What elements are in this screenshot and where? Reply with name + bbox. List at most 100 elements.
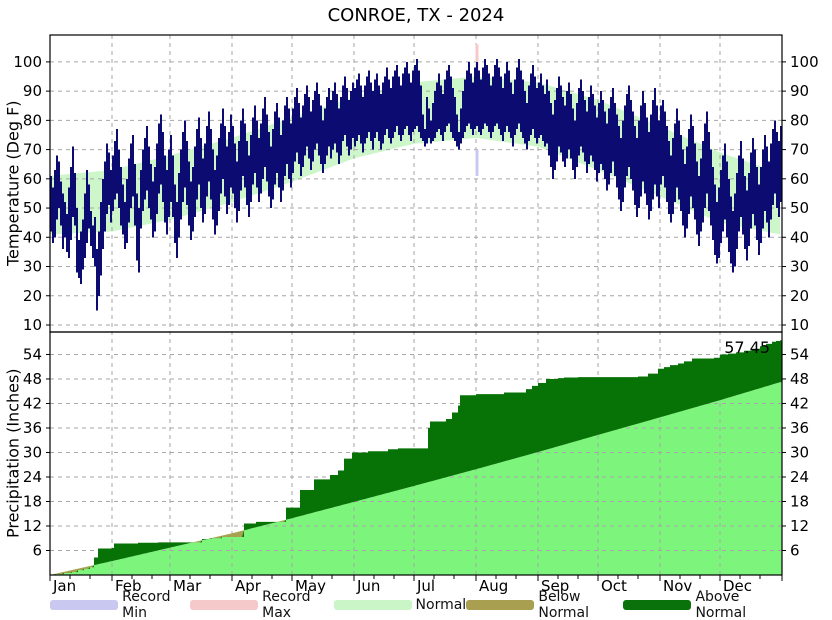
- temp-day-bar: [94, 216, 96, 267]
- month-label: May: [295, 577, 326, 595]
- precip-y-tick-label: 6: [32, 541, 42, 559]
- temp-day-bar: [354, 88, 356, 147]
- temp-day-bar: [650, 114, 652, 211]
- month-label: Sep: [541, 577, 569, 595]
- temp-day-bar: [248, 155, 250, 217]
- temp-day-bar: [262, 108, 264, 179]
- temp-day-bar: [432, 102, 434, 141]
- temp-day-bar: [766, 146, 768, 223]
- temp-y-tick-label: 20: [23, 287, 42, 305]
- temp-day-bar: [670, 155, 672, 223]
- temp-day-bar: [466, 70, 468, 127]
- month-label: Mar: [173, 577, 202, 595]
- temp-day-bar: [508, 70, 510, 133]
- month-label: Jan: [52, 577, 76, 595]
- temp-day-bar: [54, 170, 56, 238]
- temp-day-bar: [664, 111, 666, 188]
- temp-day-bar: [230, 114, 232, 188]
- temp-y-tick-label: 100: [13, 53, 42, 71]
- temp-day-bar: [298, 102, 300, 165]
- temp-day-bar: [236, 161, 238, 223]
- temp-day-bar: [496, 58, 498, 124]
- temp-day-bar: [422, 114, 424, 141]
- temp-day-bar: [284, 105, 286, 176]
- temp-day-bar: [210, 129, 212, 200]
- temp-day-bar: [614, 102, 616, 176]
- temp-day-bar: [212, 149, 214, 220]
- temp-day-bar: [770, 143, 772, 220]
- temp-day-bar: [316, 82, 318, 144]
- temp-day-bar: [280, 134, 282, 203]
- temp-day-bar: [288, 108, 290, 179]
- temp-y-tick-label: 50: [23, 199, 42, 217]
- temp-day-bar: [602, 99, 604, 171]
- legend-swatch-icon: [189, 600, 259, 610]
- temp-day-bar: [748, 172, 750, 247]
- temp-day-bar: [668, 140, 670, 214]
- temp-day-bar: [476, 61, 478, 127]
- temp-day-bar: [630, 99, 632, 179]
- temp-day-bar: [252, 117, 254, 185]
- temp-day-bar: [568, 82, 570, 150]
- temp-day-bar: [606, 123, 608, 191]
- temp-day-bar: [60, 181, 62, 226]
- month-label: Apr: [235, 577, 262, 595]
- temp-day-bar: [592, 94, 594, 162]
- temp-day-bar: [692, 126, 694, 209]
- temp-day-bar: [720, 170, 722, 244]
- temp-day-bar: [490, 85, 492, 138]
- temp-day-bar: [198, 117, 200, 185]
- temp-day-bar: [598, 102, 600, 173]
- temp-day-bar: [196, 129, 198, 200]
- temp-day-bar: [220, 123, 222, 194]
- temp-day-bar: [674, 123, 676, 203]
- temp-day-bar: [392, 76, 394, 138]
- temp-day-bar: [330, 99, 332, 159]
- temp-day-bar: [464, 79, 466, 133]
- temp-day-bar: [260, 123, 262, 194]
- temp-day-bar: [582, 91, 584, 153]
- temp-day-bar: [498, 67, 500, 130]
- temp-day-bar: [370, 82, 372, 141]
- temp-day-bar: [318, 94, 320, 156]
- legend-item-above-normal: Above Normal: [623, 589, 782, 620]
- temp-day-bar: [778, 140, 780, 217]
- temp-day-bar: [152, 181, 154, 238]
- temp-day-bar: [204, 143, 206, 214]
- temp-day-bar: [366, 76, 368, 138]
- temp-day-bar: [420, 85, 422, 138]
- temp-day-bar: [126, 178, 128, 244]
- precipitation-panel-frame: [49, 331, 783, 576]
- legend-label: Below Normal: [538, 589, 589, 620]
- temp-day-bar: [760, 167, 762, 244]
- temp-day-bar: [256, 120, 258, 188]
- month-label: Nov: [663, 577, 692, 595]
- temp-day-bar: [254, 105, 256, 173]
- temp-day-bar: [684, 164, 686, 238]
- temp-day-bar: [546, 79, 548, 144]
- temp-day-bar: [572, 108, 574, 171]
- temp-day-bar: [478, 70, 480, 133]
- temp-day-bar: [736, 172, 738, 249]
- temp-day-bar: [358, 73, 360, 135]
- temp-day-bar: [86, 170, 88, 244]
- temp-day-bar: [448, 64, 450, 124]
- temp-day-bar: [398, 76, 400, 135]
- temp-day-bar: [66, 213, 68, 252]
- temp-day-bar: [662, 99, 664, 176]
- temp-day-bar: [380, 94, 382, 150]
- temp-day-bar: [758, 184, 760, 255]
- temp-day-bar: [76, 208, 78, 273]
- temp-day-bar: [544, 94, 546, 147]
- temp-day-bar: [350, 91, 352, 150]
- temp-day-bar: [144, 137, 146, 200]
- temp-day-bar: [376, 73, 378, 133]
- temp-day-bar: [278, 117, 280, 188]
- temp-y-tick-label: 40: [790, 228, 809, 246]
- temp-y-tick-label: 10: [23, 316, 42, 334]
- temp-day-bar: [654, 88, 656, 185]
- temp-day-bar: [344, 76, 346, 135]
- temp-day-bar: [642, 91, 644, 182]
- temp-day-bar: [116, 129, 118, 194]
- temp-day-bar: [776, 132, 778, 209]
